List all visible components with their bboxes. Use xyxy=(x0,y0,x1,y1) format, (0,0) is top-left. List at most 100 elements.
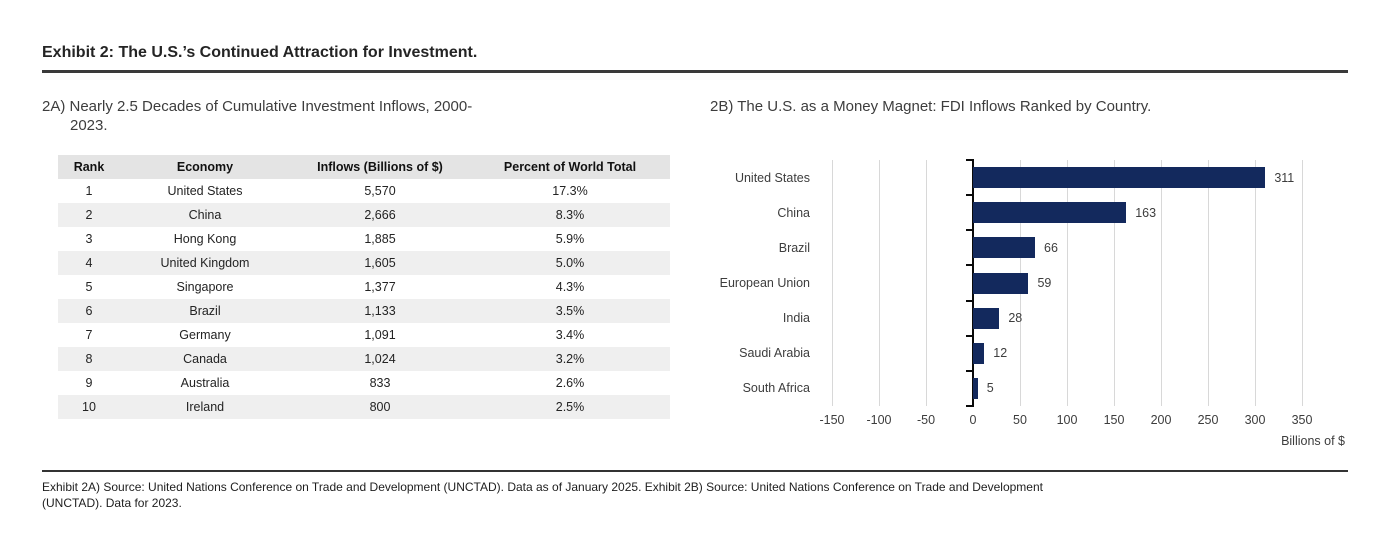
table-row: 2 China 2,666 8.3% xyxy=(58,203,670,227)
bar-value-label: 311 xyxy=(1274,170,1295,185)
table-cell: 833 xyxy=(369,376,391,390)
panel-2b-title: 2B) The U.S. as a Money Magnet: FDI Infl… xyxy=(710,98,1152,115)
column-header: Economy xyxy=(120,155,290,179)
gridline xyxy=(832,160,833,406)
table-row: 10 Ireland 800 2.5% xyxy=(58,395,670,419)
x-axis: -150 -100 -50 0 50 100 150 200 250 300 350 xyxy=(819,413,1312,428)
x-axis-label: Billions of $ xyxy=(1281,434,1345,448)
column-header: Inflows (Billions of $) xyxy=(290,155,470,179)
category-tick xyxy=(966,405,972,407)
table-cell: 7 xyxy=(85,328,93,342)
gridline xyxy=(1208,160,1209,406)
table-cell: 3.4% xyxy=(555,328,585,342)
panel-2a-title-line2: 2023. xyxy=(70,117,108,134)
bar xyxy=(973,237,1036,259)
bar-value-label: 163 xyxy=(1135,205,1157,220)
bar-value-label: 28 xyxy=(1008,311,1023,326)
table-cell: 10 xyxy=(82,400,96,414)
table-cell: 9 xyxy=(85,376,93,390)
category-tick xyxy=(966,264,972,267)
gridline xyxy=(926,160,927,406)
gridline xyxy=(879,160,880,406)
x-tick-label: 200 xyxy=(1150,413,1172,427)
bar xyxy=(973,377,978,399)
footnote-line2: (UNCTAD). Data for 2023. xyxy=(42,496,182,510)
table-cell: 4 xyxy=(85,256,93,270)
gridline xyxy=(1067,160,1068,406)
bar xyxy=(973,272,1029,294)
bar-value-label: 66 xyxy=(1044,240,1058,255)
table-row: 5 Singapore 1,377 4.3% xyxy=(58,275,670,299)
x-tick-label: 150 xyxy=(1103,413,1125,427)
table-cell: 8.3% xyxy=(555,208,585,222)
column-header: Rank xyxy=(58,155,120,179)
bar-value-label: 59 xyxy=(1037,275,1052,290)
bar xyxy=(973,342,985,364)
category-tick xyxy=(966,194,972,197)
table-row: 7 Germany 1,091 3.4% xyxy=(58,323,670,347)
table-row: 9 Australia 833 2.6% xyxy=(58,371,670,395)
table-cell: 2,666 xyxy=(364,208,396,222)
table-cell: 800 xyxy=(369,400,391,414)
table-cell: Ireland xyxy=(185,400,225,414)
table-cell: 1,377 xyxy=(364,280,396,294)
table-header-row: Rank Economy Inflows (Billions of $) Percen… xyxy=(58,155,670,179)
panels-row: 2A) Nearly 2.5 Decades of Cumulative Inv… xyxy=(42,97,1348,448)
table-cell: Singapore xyxy=(176,280,234,294)
table-cell: Brazil xyxy=(189,304,221,318)
panel-2a-title-line1: 2A) Nearly 2.5 Decades of Cumulative Inv… xyxy=(42,98,473,115)
x-tick-label: 250 xyxy=(1197,413,1219,427)
table-cell: 5.0% xyxy=(555,256,585,270)
table-cell: 2 xyxy=(85,208,93,222)
table-cell: 3.2% xyxy=(555,352,585,366)
fdi-bar-chart: United States 311 China 163 Brazil 66 European… xyxy=(710,159,1348,448)
footnote-line1: Exhibit 2A) Source: United Nations Confe… xyxy=(42,480,1043,494)
category-tick xyxy=(966,334,972,337)
table-cell: 3.5% xyxy=(555,304,585,318)
x-tick-label: 350 xyxy=(1291,413,1313,427)
x-tick-label: -100 xyxy=(866,413,892,427)
table-cell: 5,570 xyxy=(364,184,396,198)
category-label: Saudi Arabia xyxy=(739,346,810,361)
bar-value-label: 12 xyxy=(993,346,1008,361)
panel-2a-title: 2A) Nearly 2.5 Decades of Cumulative Inv… xyxy=(42,97,674,135)
table-cell: 1,885 xyxy=(364,232,396,246)
bar xyxy=(973,202,1127,224)
panel-2a: 2A) Nearly 2.5 Decades of Cumulative Inv… xyxy=(42,97,674,448)
table-cell: United States xyxy=(167,184,243,198)
table-cell: Germany xyxy=(179,328,231,342)
table-cell: Canada xyxy=(183,352,227,366)
table-row: 3 Hong Kong 1,885 5.9% xyxy=(58,227,670,251)
table-cell: 5.9% xyxy=(555,232,585,246)
footnote: Exhibit 2A) Source: United Nations Confe… xyxy=(42,470,1348,511)
category-tick xyxy=(966,159,972,161)
category-tick xyxy=(966,229,972,232)
table-row: 1 United States 5,570 17.3% xyxy=(58,179,670,203)
column-header: Percent of World Total xyxy=(470,155,670,179)
category-label: South Africa xyxy=(742,381,810,396)
table-cell: Hong Kong xyxy=(173,232,237,246)
category-label: India xyxy=(782,311,810,326)
table-cell: China xyxy=(188,208,222,222)
x-tick-label: -150 xyxy=(819,413,845,427)
table-cell: 1,605 xyxy=(364,256,396,270)
exhibit-title: Exhibit 2: The U.S.’s Continued Attracti… xyxy=(42,44,1348,73)
table-cell: 2.5% xyxy=(555,400,585,414)
category-label: United States xyxy=(734,170,810,185)
table-cell: 8 xyxy=(85,352,93,366)
table-cell: 17.3% xyxy=(552,184,588,198)
table-cell: 3 xyxy=(85,232,93,246)
category-tick xyxy=(966,299,972,302)
table-row: 6 Brazil 1,133 3.5% xyxy=(58,299,670,323)
bar-value-label: 5 xyxy=(986,381,994,396)
category-label: European Union xyxy=(719,275,810,290)
gridline xyxy=(1255,160,1256,406)
table-row: 8 Canada 1,024 3.2% xyxy=(58,347,670,371)
x-tick-label: -50 xyxy=(916,413,936,427)
x-tick-label: 300 xyxy=(1244,413,1266,427)
gridline xyxy=(1302,160,1303,406)
category-tick xyxy=(966,369,972,372)
gridline xyxy=(1161,160,1162,406)
gridline xyxy=(1114,160,1115,406)
